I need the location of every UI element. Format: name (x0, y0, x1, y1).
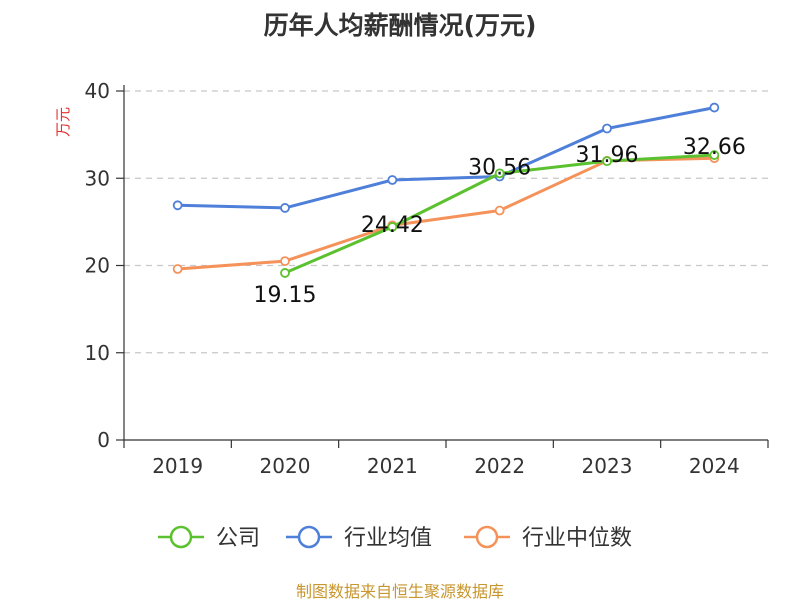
x-tick-label: 2022 (474, 454, 525, 478)
y-axis-label: 万元 (54, 107, 72, 137)
data-point (602, 123, 612, 134)
data-label: 19.15 (254, 283, 317, 308)
x-tick-label: 2023 (582, 454, 633, 478)
data-point (494, 205, 505, 216)
y-tick-label: 0 (97, 428, 110, 452)
data-point (709, 150, 720, 160)
data-point (172, 200, 183, 211)
legend-item[interactable]: 行业均值 (286, 525, 432, 551)
data-point (387, 175, 398, 185)
chart-title: 历年人均薪酬情况(万元) (263, 11, 537, 40)
legend-marker (297, 525, 321, 549)
data-point (709, 102, 720, 113)
series-lines (172, 102, 720, 278)
x-tick-label: 2019 (152, 454, 203, 478)
data-label: 32.66 (683, 135, 746, 160)
data-point (494, 168, 505, 179)
legend-marker (169, 525, 193, 549)
legend-item[interactable]: 公司 (158, 525, 260, 551)
x-tick-label: 2024 (689, 454, 740, 478)
data-point (387, 222, 398, 232)
gridlines (124, 90, 768, 354)
data-point (602, 156, 612, 167)
legend-label: 行业均值 (344, 526, 432, 551)
y-tick-label: 20 (85, 254, 110, 278)
legend-label: 行业中位数 (522, 526, 632, 551)
legend-item[interactable]: 行业中位数 (464, 525, 632, 551)
data-label: 30.56 (468, 155, 531, 180)
data-point (172, 264, 183, 274)
y-tick-label: 30 (85, 166, 110, 190)
x-tick-label: 2021 (367, 454, 418, 478)
data-label: 24.42 (361, 213, 424, 238)
data-label: 31.96 (576, 143, 639, 168)
legend-marker (475, 525, 499, 549)
data-labels: 19.15 24.42 30.56 31.96 32.66 (254, 135, 746, 308)
legend-label: 公司 (216, 526, 260, 551)
data-point (280, 268, 290, 278)
data-point (280, 203, 290, 213)
source-note: 制图数据来自恒生聚源数据库 (295, 582, 504, 601)
x-tick-label: 2020 (260, 454, 311, 478)
axes: 0 10 20 30 40 2019 2020 2021 2022 2023 2024 万元 (54, 79, 769, 478)
legend[interactable]: 公司 行业均值 行业中位数 (158, 525, 632, 551)
y-tick-label: 40 (85, 79, 110, 103)
data-point (280, 256, 290, 267)
series-line (177, 106, 715, 210)
y-tick-label: 10 (85, 341, 110, 365)
series-line (177, 156, 715, 271)
